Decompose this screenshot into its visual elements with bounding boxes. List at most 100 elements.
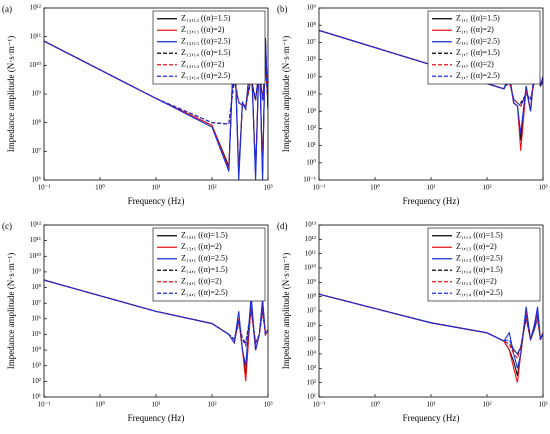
legend-label: Z₁,₁ ((α)=1.5) [456,14,500,23]
legend-label: Z₁,₇ ((α)=1.5) [456,48,500,57]
x-tick-label: 10⁻¹ [313,401,326,409]
y-tick-label: 10⁷ [32,147,42,155]
legend-label: Z₁₃,₁₄ ((α)=2) [181,60,225,69]
legend-label: Z₁,₁₃ ((α)=1.5) [456,231,503,240]
legend-label: Z₁₃,₁ ((α)=2.5) [181,254,228,263]
legend-label: Z₁₃,₁₄ ((α)=1.5) [181,48,231,57]
series-line [44,40,268,125]
series-line [319,293,543,383]
plot-frame [318,224,544,398]
legend-box [427,10,541,85]
y-tick-label: 10¹¹ [30,32,41,40]
legend-label: Z₁₄,₁ ((α)=2) [181,277,222,286]
legend-label: Z₁₃,₁ ((α)=1.5) [181,231,228,240]
legend-label: Z₁,₁₄ ((α)=2) [456,277,497,286]
y-tick-label: 10⁴ [307,90,317,98]
panel-label: (c) [2,221,12,231]
y-tick-label: 10⁶ [32,314,42,322]
legend-label: Z₁,₇ ((α)=2) [456,60,494,69]
plot-lines [319,293,543,383]
legend-label: Z₁₄,₁ ((α)=1.5) [181,265,228,274]
panel-label: (b) [277,4,288,14]
y-tick-label: 10¹² [30,221,41,229]
y-tick-label: 10¹ [307,393,316,401]
x-tick-label: 10³ [263,401,272,409]
y-tick-label: 10⁸ [32,283,42,291]
plot-frame [318,7,544,181]
x-tick-label: 10² [482,401,491,409]
y-tick-label: 10¹² [305,235,316,243]
y-tick-label: 10¹⁰ [304,264,316,272]
y-tick-label: 10¹¹ [305,249,316,257]
plot-lines [44,33,268,180]
series-line [319,29,543,107]
y-tick-label: 10⁶ [32,176,42,184]
legend-label: Z₁,₁₃ ((α)=2.5) [456,254,503,263]
y-tick-label: 10¹¹ [30,236,41,244]
y-tick-label: 10² [307,378,316,386]
y-tick-label: 10¹³ [305,221,316,229]
x-tick-label: 10³ [538,184,547,192]
panel-label: (d) [277,221,288,231]
y-tick-label: 10² [307,124,316,132]
y-tick-label: 10⁷ [32,299,42,307]
y-tick-label: 10⁸ [307,21,317,29]
legend-label: Z₁₃,₁₃ ((α)=1.5) [181,14,231,23]
legend-label: Z₁₃,₁₄ ((α)=2.5) [181,71,231,80]
y-tick-label: 10⁰ [306,158,316,166]
x-tick-label: 10⁰ [95,184,105,192]
legend-label: Z₁,₁₃ ((α)=2) [456,242,497,251]
x-tick-label: 10² [482,184,491,192]
y-tick-label: 10⁴ [32,346,42,354]
legend-label: Z₁,₁ ((α)=2.5) [456,37,500,46]
panel: (a) Impedance amplitude (N·s·m⁻¹) Frequenc… [2,4,273,206]
y-tick-label: 10³ [32,361,41,369]
legend-box [152,10,266,85]
y-tick-label: 10⁹ [307,278,317,286]
y-tick-label: 10⁶ [307,321,317,329]
x-tick-label: 10¹ [151,184,160,192]
legend-label: Z₁,₁ ((α)=2) [456,25,494,34]
panel: (c) Impedance amplitude (N·s·m⁻¹) Frequenc… [2,221,273,423]
series-line [44,279,268,348]
y-tick-label: 10⁵ [307,335,317,343]
y-axis-label: Impedance amplitude (N·s·m⁻¹) [281,253,291,369]
series-line [319,293,543,369]
series-line [44,33,268,180]
y-tick-label: 10⁴ [307,350,317,358]
panel: (d) Impedance amplitude (N·s·m⁻¹) Frequenc… [277,221,548,423]
x-tick-label: 10⁻¹ [38,184,51,192]
y-axis-label: Impedance amplitude (N·s·m⁻¹) [6,36,16,152]
series-line [319,293,543,360]
y-tick-label: 10³ [307,364,316,372]
y-tick-label: 10⁹ [307,4,317,12]
x-tick-label: 10² [207,184,216,192]
plot-frame [43,224,269,398]
x-tick-label: 10³ [263,184,272,192]
legend-label: Z₁₃,₁ ((α)=2) [181,242,222,251]
y-axis-label: Impedance amplitude (N·s·m⁻¹) [6,253,16,369]
x-tick-label: 10⁻¹ [313,184,326,192]
x-axis-label: Frequency (Hz) [128,196,185,206]
series-line [319,293,543,355]
y-tick-label: 10⁵ [32,330,42,338]
y-tick-label: 10⁻¹ [303,176,316,184]
panel: (b) Impedance amplitude (N·s·m⁻¹) Frequenc… [277,4,548,206]
x-tick-label: 10⁰ [95,401,105,409]
x-tick-label: 10¹ [426,401,435,409]
plot-frame [43,7,269,181]
y-tick-label: 10⁷ [307,307,317,315]
x-tick-label: 10⁻¹ [38,401,51,409]
y-axis-label: Impedance amplitude (N·s·m⁻¹) [281,36,291,152]
y-tick-label: 10¹² [30,4,41,12]
legend-box [427,227,541,302]
x-tick-label: 10⁰ [370,401,380,409]
x-tick-label: 10³ [538,401,547,409]
y-tick-label: 10⁵ [307,72,317,80]
legend-label: Z₁,₁₄ ((α)=2.5) [456,288,503,297]
legend-label: Z₁,₁₄ ((α)=1.5) [456,265,503,274]
plot-lines [44,279,268,382]
x-axis-label: Frequency (Hz) [403,413,460,423]
y-tick-label: 10² [32,377,41,385]
legend-label: Z₁₄,₁ ((α)=2.5) [181,288,228,297]
